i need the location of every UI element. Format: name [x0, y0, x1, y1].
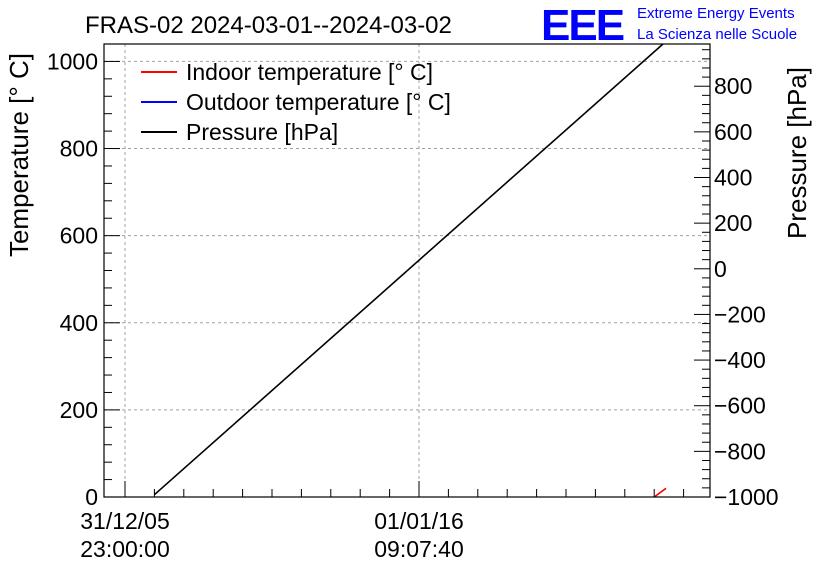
left-axis-tick-label: 200 [60, 397, 98, 423]
brand-line-1: Extreme Energy Events [637, 5, 795, 22]
right-axis: −1000 −800 −600 −400 −200 0 200 400 600 800 [694, 49, 779, 510]
y-axis-label-right: Pressure [hPa] [782, 67, 812, 239]
left-axis-tick-label: 0 [85, 484, 98, 510]
right-axis-tick-label: 600 [714, 119, 752, 145]
x-axis-tick-label-time: 09:07:40 [374, 536, 464, 562]
right-axis-tick-label: 200 [714, 210, 752, 236]
left-axis-tick-label: 400 [60, 310, 98, 336]
x-axis-tick-label-date: 31/12/05 [80, 508, 170, 534]
x-axis-tick-label-time: 23:00:00 [80, 536, 170, 562]
chart-title: FRAS-02 2024-03-01--2024-03-02 [85, 12, 452, 39]
y-axis-label-left: Temperature [° C] [4, 53, 34, 257]
series-lines [153, 43, 667, 498]
right-axis-tick-label: −400 [714, 347, 766, 373]
right-axis-tick-label: −800 [714, 438, 766, 464]
logo-text: EEE [541, 1, 624, 50]
right-axis-tick-label: 800 [714, 73, 752, 99]
right-axis-tick-label: 400 [714, 165, 752, 191]
left-axis-tick-label: 600 [60, 223, 98, 249]
left-axis-tick-label: 800 [60, 136, 98, 162]
right-axis-tick-label: 0 [714, 256, 727, 282]
right-axis-tick-label: −200 [714, 301, 766, 327]
x-axis-tick-label-date: 01/01/16 [374, 508, 464, 534]
right-axis-tick-label: −600 [714, 393, 766, 419]
left-axis: 0 200 400 600 800 1000 [47, 43, 120, 510]
legend-label-indoor: Indoor temperature [° C] [186, 59, 433, 85]
grid-lines [104, 44, 710, 497]
legend-label-outdoor: Outdoor temperature [° C] [186, 89, 451, 115]
left-axis-tick-label: 1000 [47, 48, 98, 74]
legend: Indoor temperature [° C] Outdoor tempera… [141, 59, 451, 145]
brand-line-2: La Scienza nelle Scuole [637, 26, 797, 43]
legend-label-pressure: Pressure [hPa] [186, 119, 338, 145]
series-line-2 [153, 43, 664, 496]
series-line-0 [653, 487, 667, 498]
right-axis-tick-label: −1000 [714, 484, 779, 510]
